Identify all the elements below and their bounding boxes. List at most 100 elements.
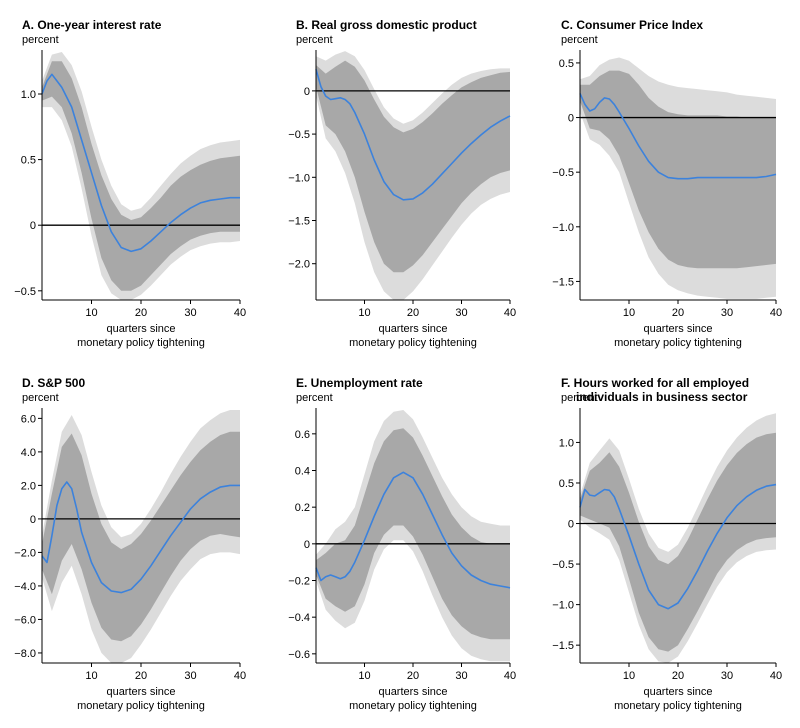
y-tick-label: 1.0 xyxy=(21,89,36,101)
inner-confidence-band xyxy=(42,61,240,291)
y-tick-label: −0.2 xyxy=(288,576,310,588)
y-tick-label: −2.0 xyxy=(14,547,36,559)
x-axis-label: monetary policy tightening xyxy=(614,700,742,712)
x-tick-label: 30 xyxy=(721,307,733,319)
y-tick-label: 0.6 xyxy=(295,429,310,441)
x-tick-label: 20 xyxy=(407,307,419,319)
impulse-response-line xyxy=(579,483,777,610)
x-tick-label: 40 xyxy=(770,307,782,319)
y-unit-label: percent xyxy=(22,392,59,404)
y-tick-label: 0 xyxy=(568,113,574,125)
x-axis-label: monetary policy tightening xyxy=(349,700,477,712)
panel-f: F. Hours worked for all employedindividu… xyxy=(552,376,782,712)
y-tick-label: 2.0 xyxy=(21,480,36,492)
panel-a: A. One-year interest rate percent −0.5 0 0.5… xyxy=(14,18,246,349)
inner-confidence-band xyxy=(580,432,776,652)
y-unit-label: percent xyxy=(561,392,598,404)
y-unit-label: percent xyxy=(296,392,333,404)
x-tick-label: 30 xyxy=(721,670,733,682)
y-tick-label: −0.4 xyxy=(288,612,310,624)
x-tick-label: 20 xyxy=(135,670,147,682)
x-axis-label: monetary policy tightening xyxy=(614,337,742,349)
y-tick-label: −1.0 xyxy=(552,600,574,612)
x-tick-label: 10 xyxy=(623,307,635,319)
x-tick-label: 40 xyxy=(770,670,782,682)
x-axis-label: quarters since xyxy=(643,686,712,698)
panel-title: E. Unemployment rate xyxy=(296,376,423,390)
x-tick-label: 30 xyxy=(455,670,467,682)
x-axis-label: monetary policy tightening xyxy=(77,337,205,349)
y-tick-label: 4.0 xyxy=(21,447,36,459)
panel-title: A. One-year interest rate xyxy=(22,18,162,32)
x-tick-label: 40 xyxy=(234,670,246,682)
impulse-response-line xyxy=(315,69,511,201)
y-tick-label: 0.5 xyxy=(559,58,574,70)
impulse-response-line xyxy=(315,471,511,589)
impulse-response-line xyxy=(41,73,240,253)
x-tick-label: 40 xyxy=(234,307,246,319)
y-tick-label: 0.2 xyxy=(295,502,310,514)
y-tick-label: 0 xyxy=(30,514,36,526)
y-tick-label: 0 xyxy=(30,220,36,232)
panel-title: B. Real gross domestic product xyxy=(296,18,477,32)
x-tick-label: 20 xyxy=(672,307,684,319)
y-tick-label: −1.0 xyxy=(552,222,574,234)
panel-title: D. S&P 500 xyxy=(22,376,85,390)
y-tick-label: −0.5 xyxy=(552,167,574,179)
y-tick-label: −1.0 xyxy=(288,172,310,184)
x-tick-label: 20 xyxy=(135,307,147,319)
impulse-response-line xyxy=(41,481,240,594)
x-tick-label: 30 xyxy=(184,670,196,682)
y-tick-label: 6.0 xyxy=(21,413,36,425)
panel-title: C. Consumer Price Index xyxy=(561,18,703,32)
x-tick-label: 10 xyxy=(623,670,635,682)
x-tick-label: 20 xyxy=(407,670,419,682)
panel-b: B. Real gross domestic product percent −2.… xyxy=(288,18,516,349)
x-axis-label: quarters since xyxy=(378,686,447,698)
inner-confidence-band xyxy=(580,70,776,269)
y-tick-label: −4.0 xyxy=(14,581,36,593)
x-axis-label: quarters since xyxy=(106,323,175,335)
x-tick-label: 40 xyxy=(504,307,516,319)
y-tick-label: 0 xyxy=(568,519,574,531)
y-tick-label: 0.5 xyxy=(21,155,36,167)
panel-title: individuals in business sector xyxy=(576,390,748,404)
y-tick-label: 0.5 xyxy=(559,478,574,490)
x-tick-label: 10 xyxy=(358,670,370,682)
inner-confidence-band xyxy=(316,428,510,640)
y-tick-label: 0 xyxy=(304,86,310,98)
y-tick-label: 0 xyxy=(304,539,310,551)
inner-confidence-band xyxy=(42,431,240,642)
x-axis-label: quarters since xyxy=(643,323,712,335)
x-tick-label: 10 xyxy=(85,670,97,682)
panel-d: D. S&P 500 percent −8.0 −6.0 −4.0 −2.0 0 2.0 4.0… xyxy=(14,376,246,712)
y-tick-label: −0.5 xyxy=(288,129,310,141)
y-unit-label: percent xyxy=(296,34,333,46)
x-tick-label: 30 xyxy=(184,307,196,319)
y-tick-label: 1.0 xyxy=(559,437,574,449)
y-tick-label: −1.5 xyxy=(288,216,310,228)
x-tick-label: 30 xyxy=(455,307,467,319)
y-tick-label: −0.5 xyxy=(14,286,36,298)
x-axis-label: quarters since xyxy=(106,686,175,698)
y-tick-label: −2.0 xyxy=(288,259,310,271)
y-unit-label: percent xyxy=(22,34,59,46)
y-tick-label: −0.5 xyxy=(552,559,574,571)
impulse-response-line xyxy=(579,93,777,180)
y-tick-label: −8.0 xyxy=(14,648,36,660)
y-tick-label: −1.5 xyxy=(552,276,574,288)
y-tick-label: −1.5 xyxy=(552,640,574,652)
y-tick-label: −0.6 xyxy=(288,649,310,661)
panel-c: C. Consumer Price Index percent −1.5 −1.0 −0… xyxy=(552,18,782,349)
panel-e: E. Unemployment rate percent −0.6 −0.4 −0.2 0… xyxy=(288,376,516,712)
x-tick-label: 10 xyxy=(85,307,97,319)
x-axis-label: monetary policy tightening xyxy=(77,700,205,712)
inner-confidence-band xyxy=(316,60,510,273)
y-tick-label: −6.0 xyxy=(14,614,36,626)
x-axis-label: monetary policy tightening xyxy=(349,337,477,349)
y-unit-label: percent xyxy=(561,34,598,46)
y-tick-label: 0.4 xyxy=(295,466,310,478)
x-tick-label: 40 xyxy=(504,670,516,682)
x-tick-label: 10 xyxy=(358,307,370,319)
